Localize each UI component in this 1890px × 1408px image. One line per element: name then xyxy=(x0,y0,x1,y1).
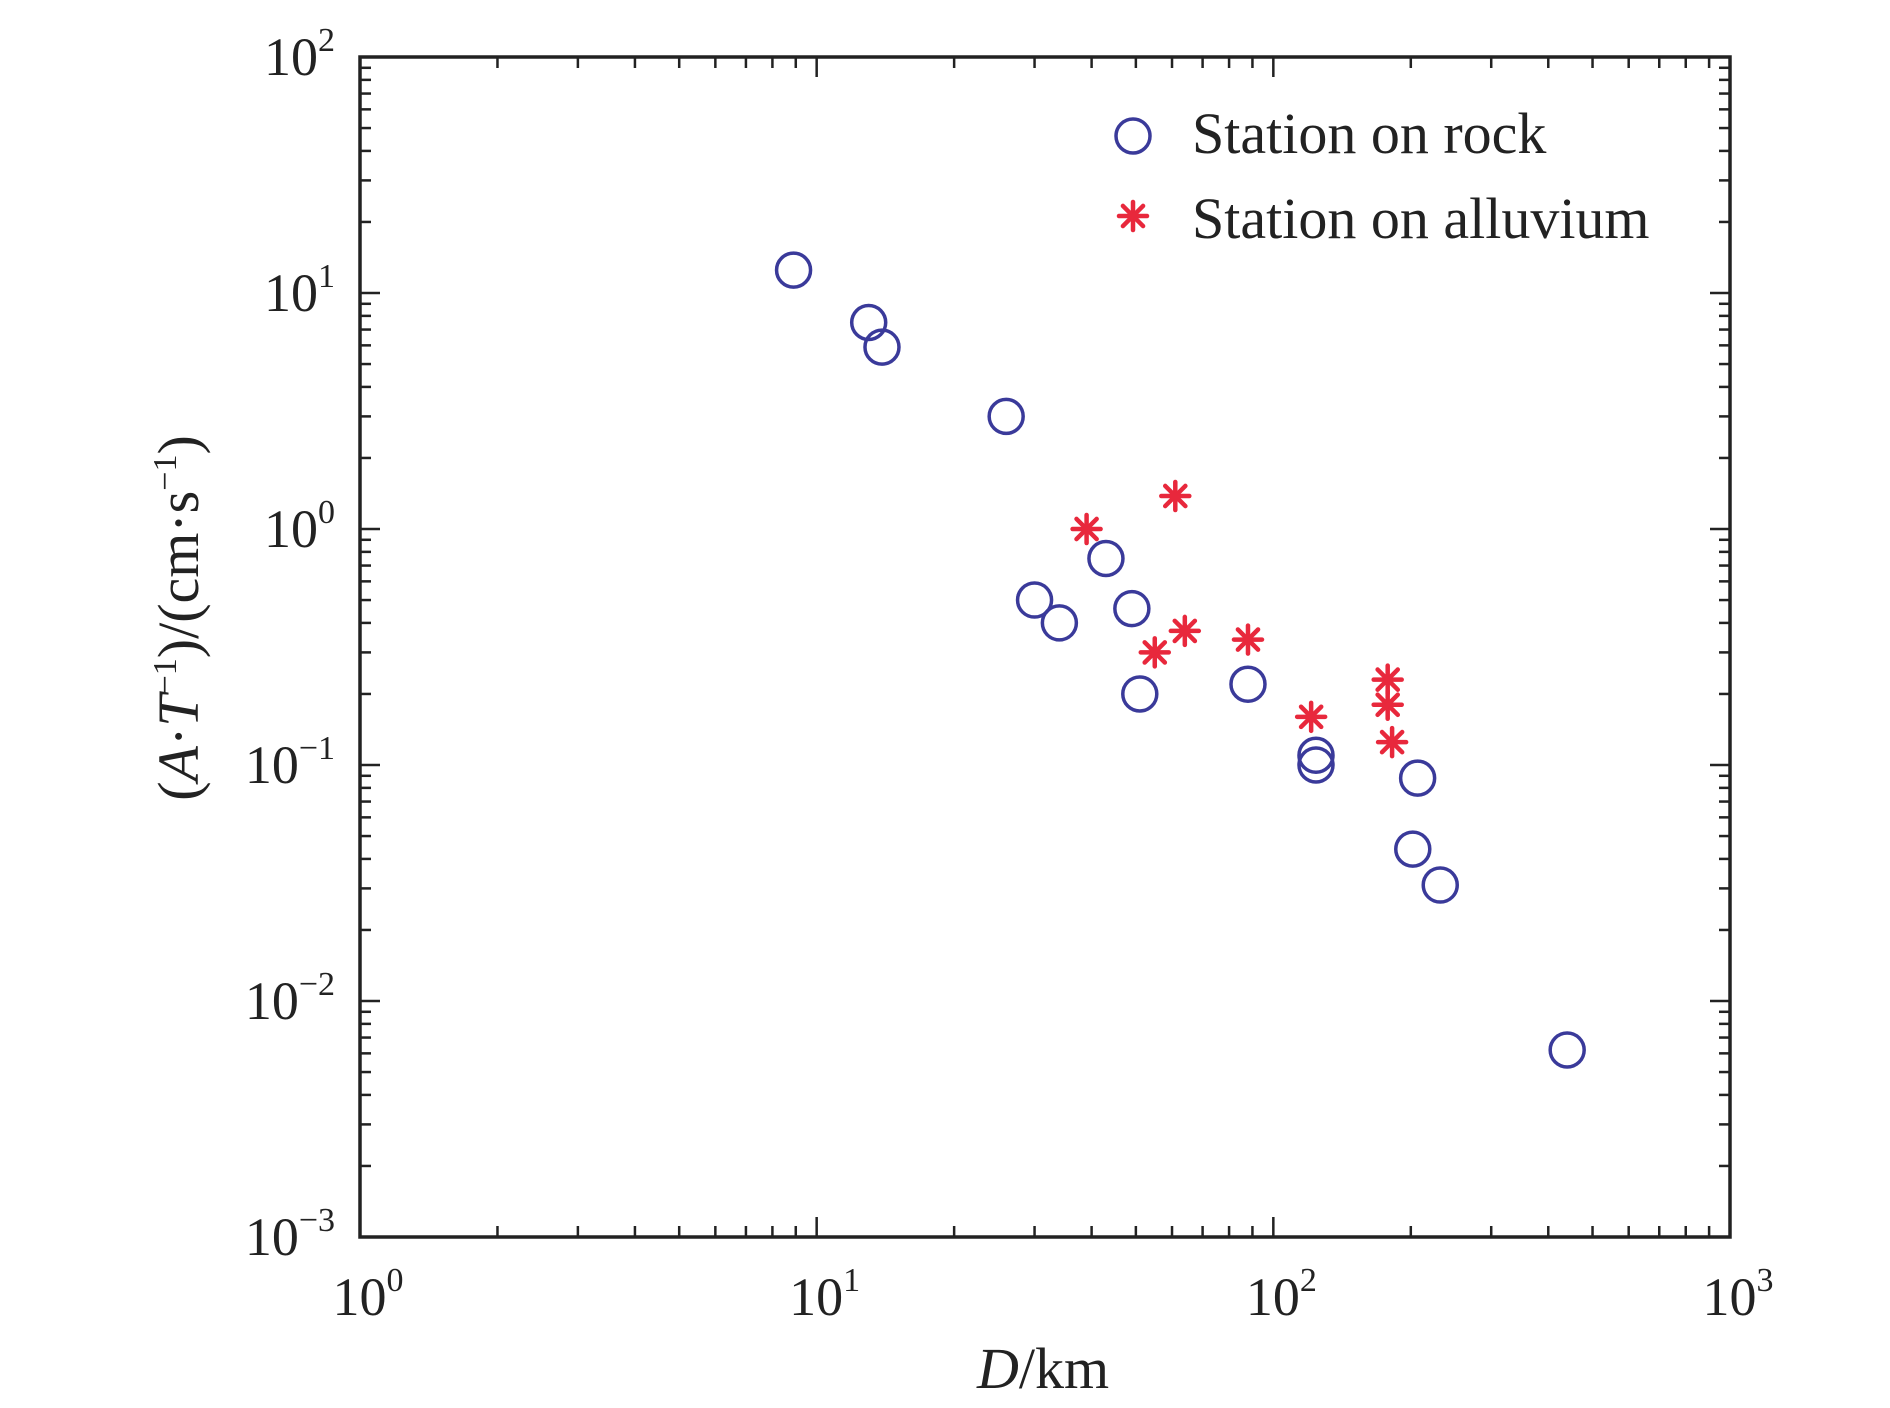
x-tick-label: 100 xyxy=(333,1262,404,1327)
data-point-rock xyxy=(1297,736,1335,774)
x-tick-label: 101 xyxy=(789,1262,860,1327)
y-axis-title: (A·T−1)/(cm·s−1) xyxy=(146,435,211,801)
data-point-alluvium xyxy=(1231,623,1265,656)
y-axis-title-open: ( xyxy=(146,781,211,800)
data-point-alluvium xyxy=(1070,512,1103,546)
legend-label-alluvium: Station on alluvium xyxy=(1192,186,1650,251)
data-point-rock xyxy=(1087,539,1125,578)
y-axis-title-sup2: −1 xyxy=(147,455,184,491)
legend-marker-rock xyxy=(1114,117,1152,155)
x-tick-label: 102 xyxy=(1246,1262,1317,1327)
data-point-rock xyxy=(1548,1031,1586,1069)
y-axis-title-sup1: −1 xyxy=(147,658,184,694)
y-axis-title-unit: )/(cm·s xyxy=(146,491,211,659)
y-axis-title-t: T xyxy=(146,691,211,727)
x-axis-title-unit: /km xyxy=(1019,1336,1109,1401)
data-point-rock xyxy=(1398,759,1437,797)
data-point-alluvium xyxy=(1371,688,1404,722)
data-point-rock xyxy=(1040,604,1079,642)
data-point-rock xyxy=(1229,665,1267,703)
data-point-rock xyxy=(987,397,1025,436)
x-axis-title-var: D xyxy=(976,1336,1019,1401)
x-tick-label: 103 xyxy=(1703,1262,1774,1327)
y-tick-label: 102 xyxy=(264,22,335,87)
y-axis-title-dot: · xyxy=(146,727,211,746)
data-point-alluvium xyxy=(1168,614,1202,648)
data-point-rock xyxy=(1113,589,1151,628)
legend-asterisk-icon xyxy=(1116,199,1150,233)
y-tick-label: 101 xyxy=(264,258,335,323)
data-point-rock xyxy=(774,251,813,289)
y-tick-label: 10−3 xyxy=(245,1202,335,1267)
y-tick-label: 10−1 xyxy=(245,730,335,795)
legend-marker-alluvium xyxy=(1116,199,1150,233)
legend: Station on rock Station on alluvium xyxy=(1114,101,1650,251)
y-tick-label: 100 xyxy=(264,494,335,559)
y-tick-label: 10−2 xyxy=(245,966,335,1031)
y-axis-title-close: ) xyxy=(146,435,211,454)
y-axis-title-a: A xyxy=(146,745,211,785)
x-axis-title: D/km xyxy=(976,1336,1109,1401)
data-point-alluvium xyxy=(1159,479,1192,513)
data-point-rock xyxy=(1421,866,1459,904)
data-point-rock xyxy=(1015,581,1054,619)
plot-frame xyxy=(358,55,1732,1239)
data-point-rock xyxy=(1394,830,1432,868)
data-point-rock xyxy=(863,328,901,366)
data-point-alluvium xyxy=(1294,700,1328,734)
legend-label-rock: Station on rock xyxy=(1192,101,1546,166)
data-point-rock xyxy=(1297,746,1335,784)
data-point-rock xyxy=(1121,675,1159,713)
data-point-alluvium xyxy=(1138,636,1172,669)
data-point-alluvium xyxy=(1375,725,1409,759)
